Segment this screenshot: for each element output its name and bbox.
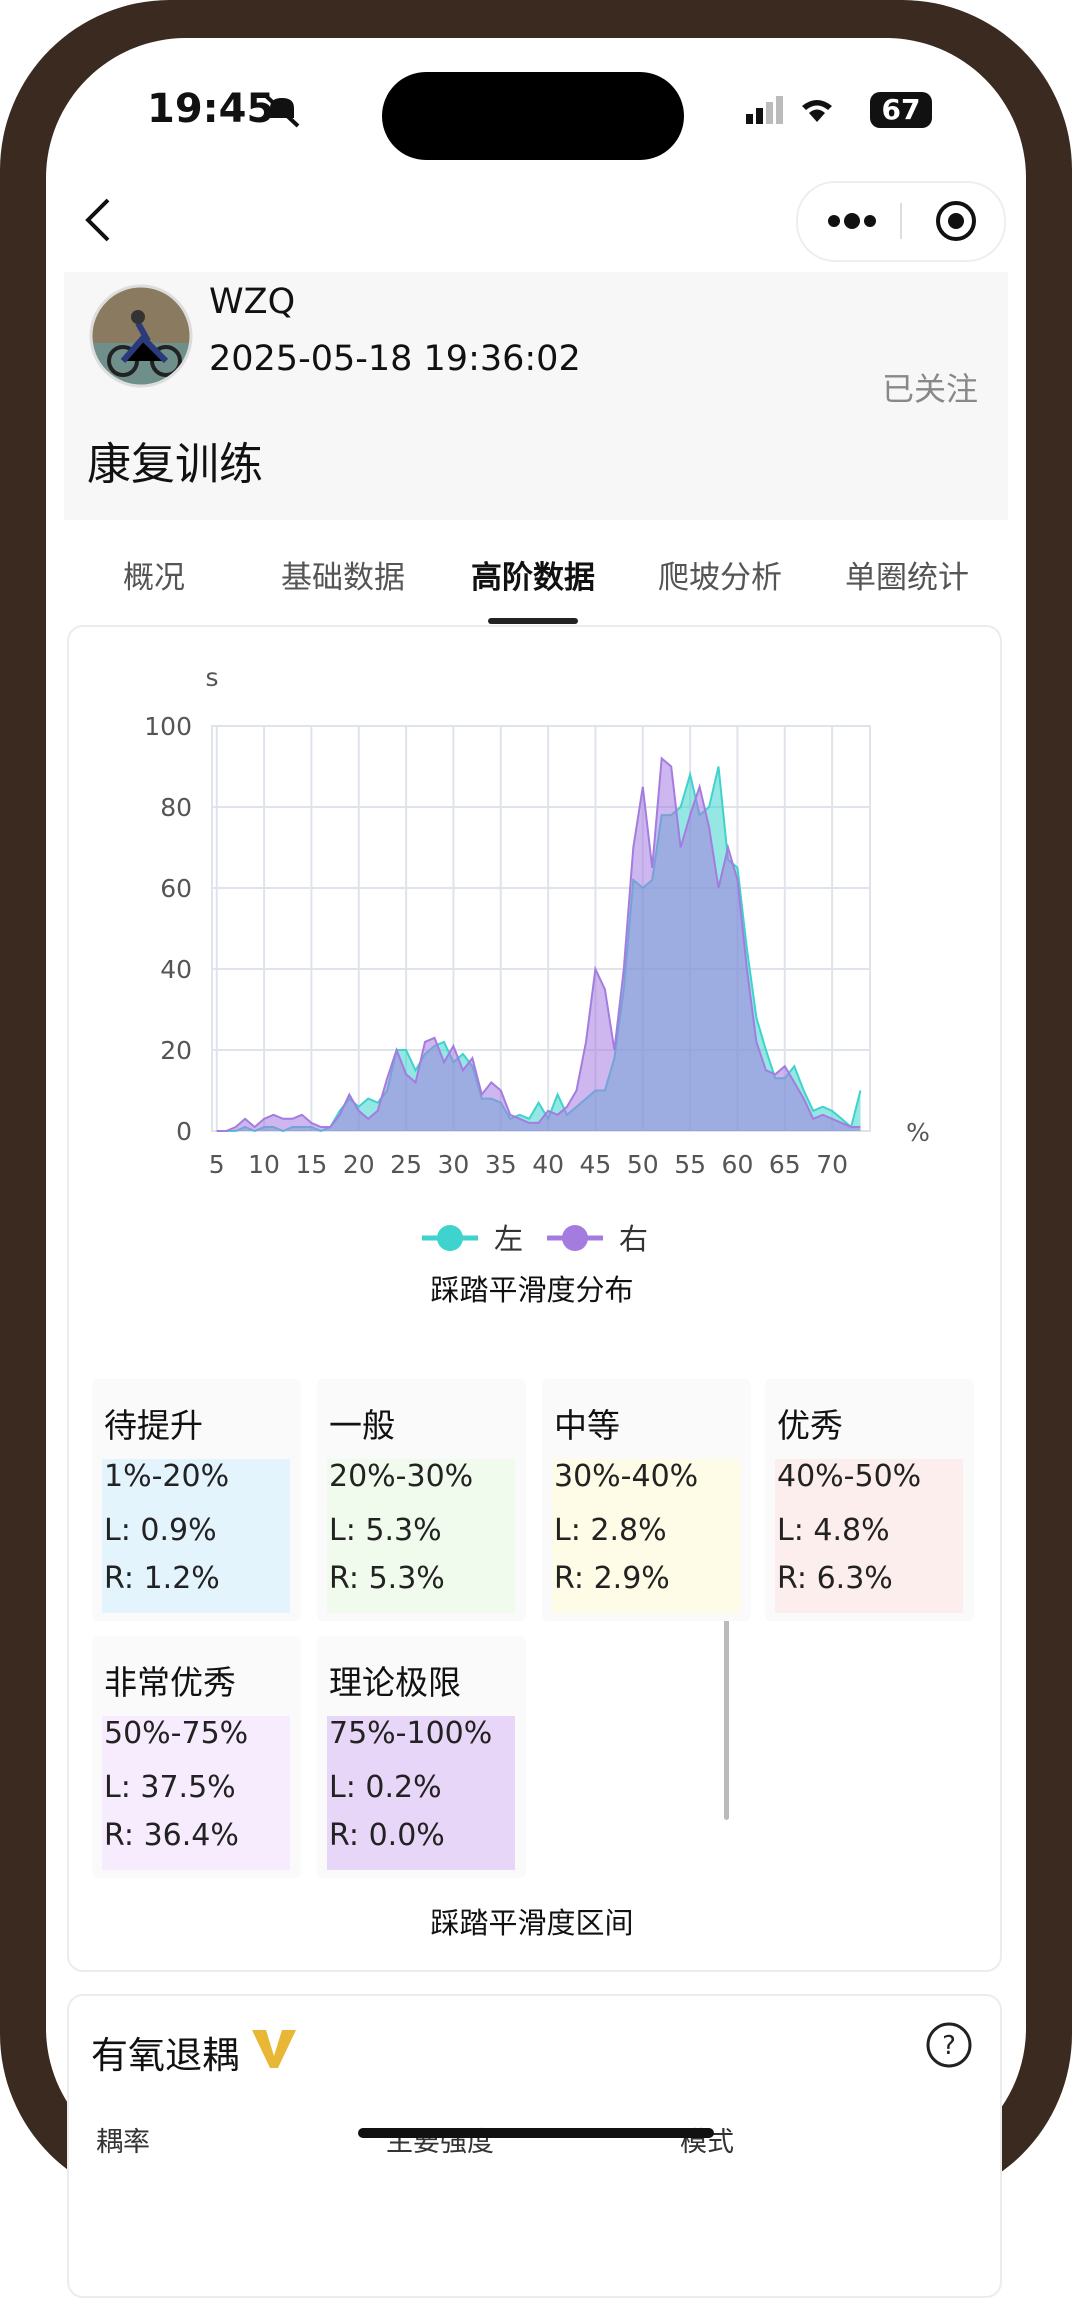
x-tick-label: 35 (485, 1150, 517, 1179)
status-time: 19:45 (147, 86, 275, 132)
range-left: L: 2.8% (554, 1513, 667, 1548)
range-right: R: 5.3% (329, 1561, 445, 1596)
capsule-menu (796, 181, 1006, 262)
range-box: 30%-40% L: 2.8% R: 2.9% (552, 1459, 740, 1613)
range-right: R: 36.4% (104, 1818, 239, 1853)
tab[interactable]: 单圈统计 (845, 560, 969, 596)
x-tick-label: 70 (816, 1150, 848, 1179)
range-name: 非常优秀 (104, 1663, 236, 1702)
tab[interactable]: 概况 (123, 560, 185, 596)
range-box: 40%-50% L: 4.8% R: 6.3% (775, 1459, 963, 1613)
x-tick-label: 40 (532, 1150, 564, 1179)
area-line (216, 756, 861, 1132)
x-tick-label: 25 (390, 1150, 422, 1179)
x-tick-label: 55 (674, 1150, 706, 1179)
x-tick-label: 15 (296, 1150, 328, 1179)
range-cell: 优秀 40%-50% L: 4.8% R: 6.3% (765, 1379, 974, 1621)
status-icons (746, 96, 832, 124)
capsule-icons (828, 201, 976, 241)
range-right: R: 6.3% (777, 1561, 893, 1596)
range-right: R: 1.2% (104, 1561, 220, 1596)
column-header: 模式 (680, 2127, 734, 2158)
range-right: R: 0.0% (329, 1818, 445, 1853)
range-range: 50%-75% (104, 1716, 249, 1751)
tab[interactable]: 基础数据 (281, 560, 405, 596)
range-right: R: 2.9% (554, 1561, 670, 1596)
header-panel (64, 272, 1008, 520)
range-left: L: 0.2% (329, 1770, 442, 1805)
tab[interactable]: 高阶数据 (471, 560, 595, 596)
range-name: 待提升 (104, 1406, 203, 1445)
range-box: 1%-20% L: 0.9% R: 1.2% (102, 1459, 290, 1613)
vip-badge (252, 2030, 296, 2068)
range-cell: 中等 30%-40% L: 2.8% R: 2.9% (542, 1379, 751, 1621)
mute-icon (264, 94, 300, 128)
chart: 0 20 40 60 80 100 5 10 15 20 25 30 35 40 45 50 55 60 65 70 s… (144, 663, 930, 1307)
y-tick-label: 40 (160, 955, 192, 984)
range-cell: 一般 20%-30% L: 5.3% R: 5.3% (317, 1379, 526, 1621)
range-box: 20%-30% L: 5.3% R: 5.3% (327, 1459, 515, 1613)
home-indicator (358, 2128, 714, 2138)
legend-label: 右 (619, 1222, 648, 1256)
area (216, 758, 861, 1131)
x-tick-label: 60 (722, 1150, 754, 1179)
legend-marker (437, 1225, 463, 1251)
x-tick-label: 30 (438, 1150, 470, 1179)
range-name: 理论极限 (329, 1663, 461, 1702)
x-tick-label: 50 (627, 1150, 659, 1179)
range-caption: 踩踏平滑度区间 (430, 1906, 634, 1940)
y-tick-label: 60 (160, 874, 192, 903)
range-name: 优秀 (777, 1406, 843, 1445)
next-card-title: 有氧退耦 (91, 2034, 239, 2077)
range-left: L: 5.3% (329, 1513, 442, 1548)
x-tick-label: 20 (343, 1150, 375, 1179)
range-left: L: 4.8% (777, 1513, 890, 1548)
range-cell: 理论极限 75%-100% L: 0.2% R: 0.0% (317, 1636, 526, 1878)
activity-datetime: 2025-05-18 19:36:02 (209, 339, 581, 379)
range-left: L: 0.9% (104, 1513, 217, 1548)
range-name: 中等 (554, 1406, 620, 1445)
tab-underline (488, 618, 578, 624)
y-tick-label: 20 (160, 1036, 192, 1065)
user-name: WZQ (209, 282, 296, 322)
legend-label: 左 (494, 1222, 523, 1256)
y-tick-label: 100 (144, 712, 192, 741)
range-cell: 非常优秀 50%-75% L: 37.5% R: 36.4% (92, 1636, 301, 1878)
x-tick-label: 45 (580, 1150, 612, 1179)
column-header: 耦率 (96, 2127, 150, 2158)
range-range: 75%-100% (329, 1716, 493, 1751)
range-range: 30%-40% (554, 1459, 699, 1494)
battery: 67 (870, 92, 932, 128)
chart-title: 踩踏平滑度分布 (430, 1273, 633, 1307)
avatar[interactable] (88, 283, 194, 389)
legend-marker (562, 1225, 588, 1251)
help-button[interactable]: ? (925, 2021, 973, 2069)
y-tick-label: 80 (160, 793, 192, 822)
range-left: L: 37.5% (104, 1770, 236, 1805)
activity-title: 康复训练 (87, 439, 263, 490)
svg-text:?: ? (942, 2031, 956, 2061)
range-name: 一般 (329, 1406, 395, 1445)
range-cell: 待提升 1%-20% L: 0.9% R: 1.2% (92, 1379, 301, 1621)
y-tick-label: 0 (176, 1117, 192, 1146)
x-tick-label: 65 (769, 1150, 801, 1179)
range-range: 40%-50% (777, 1459, 922, 1494)
x-unit: % (906, 1118, 930, 1147)
tab[interactable]: 爬坡分析 (658, 560, 782, 596)
follow-status[interactable]: 已关注 (881, 370, 978, 408)
range-box: 50%-75% L: 37.5% R: 36.4% (102, 1716, 290, 1870)
y-unit: s (205, 663, 218, 692)
x-tick-label: 10 (248, 1150, 280, 1179)
column-header: 主要强度 (386, 2127, 494, 2158)
x-tick-label: 5 (209, 1150, 225, 1179)
range-range: 20%-30% (329, 1459, 474, 1494)
range-range: 1%-20% (104, 1459, 230, 1494)
range-box: 75%-100% L: 0.2% R: 0.0% (327, 1716, 515, 1870)
back-button[interactable] (80, 196, 114, 244)
dynamic-island (382, 72, 684, 160)
